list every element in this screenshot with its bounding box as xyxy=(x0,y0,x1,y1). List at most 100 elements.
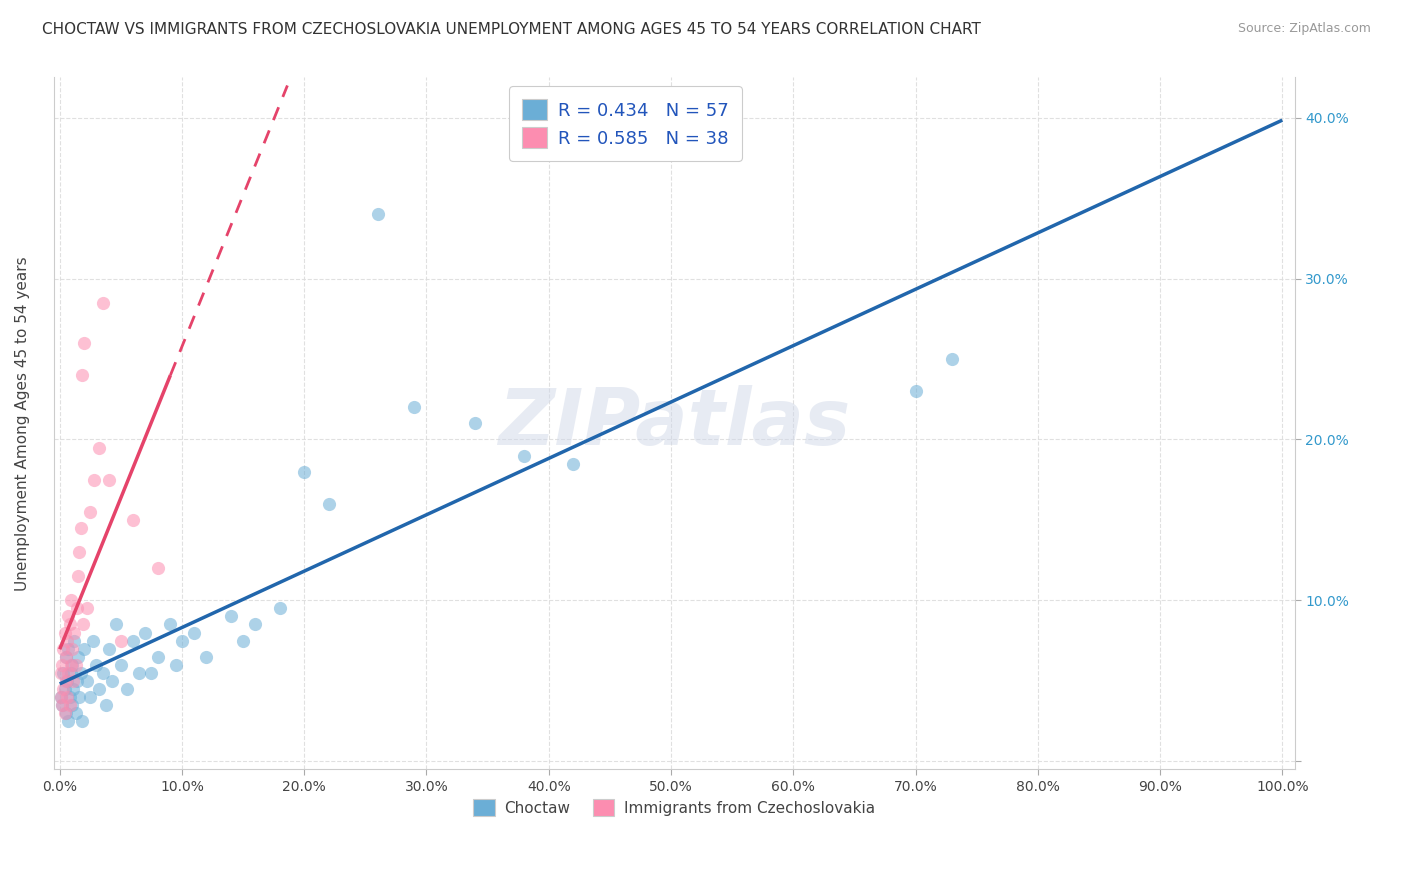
Point xyxy=(56,690,79,704)
Y-axis label: Unemployment Among Ages 45 to 54 years: Unemployment Among Ages 45 to 54 years xyxy=(15,256,30,591)
Point xyxy=(170,633,193,648)
Point xyxy=(87,441,110,455)
Point xyxy=(101,673,124,688)
Text: ZIPatlas: ZIPatlas xyxy=(498,385,851,461)
Point xyxy=(66,673,89,688)
Point xyxy=(91,295,114,310)
Point xyxy=(292,465,315,479)
Point xyxy=(53,706,76,720)
Point xyxy=(122,633,145,648)
Point xyxy=(219,609,242,624)
Point xyxy=(76,601,98,615)
Point xyxy=(91,665,114,680)
Point xyxy=(67,649,90,664)
Point xyxy=(67,569,90,583)
Point xyxy=(318,497,340,511)
Point xyxy=(110,657,132,672)
Point xyxy=(55,673,77,688)
Point xyxy=(53,625,76,640)
Point xyxy=(513,449,536,463)
Point xyxy=(146,561,169,575)
Point xyxy=(269,601,291,615)
Point xyxy=(79,690,101,704)
Point xyxy=(60,698,83,712)
Point xyxy=(65,706,87,720)
Point xyxy=(51,657,73,672)
Point xyxy=(165,657,187,672)
Point xyxy=(67,545,90,559)
Point xyxy=(146,649,169,664)
Point xyxy=(62,673,84,688)
Point xyxy=(52,665,75,680)
Point xyxy=(134,625,156,640)
Point xyxy=(63,633,86,648)
Point xyxy=(87,681,110,696)
Point xyxy=(49,690,72,704)
Point xyxy=(562,457,585,471)
Point xyxy=(128,665,150,680)
Point xyxy=(55,649,77,664)
Point xyxy=(58,617,80,632)
Point xyxy=(56,633,79,648)
Point xyxy=(58,609,80,624)
Point xyxy=(70,714,93,728)
Point xyxy=(53,681,76,696)
Point xyxy=(70,368,93,383)
Point xyxy=(76,673,98,688)
Point xyxy=(69,521,91,535)
Point xyxy=(115,681,138,696)
Text: Source: ZipAtlas.com: Source: ZipAtlas.com xyxy=(1237,22,1371,36)
Point xyxy=(49,690,72,704)
Point xyxy=(72,617,94,632)
Point xyxy=(58,665,80,680)
Point xyxy=(66,601,89,615)
Point xyxy=(86,657,108,672)
Point xyxy=(404,401,426,415)
Point xyxy=(55,649,77,664)
Point xyxy=(195,649,218,664)
Point xyxy=(58,690,80,704)
Point xyxy=(59,593,82,607)
Point xyxy=(65,657,87,672)
Point xyxy=(63,625,86,640)
Point xyxy=(60,641,83,656)
Point xyxy=(49,665,72,680)
Point xyxy=(51,698,73,712)
Point xyxy=(110,633,132,648)
Point xyxy=(104,617,127,632)
Point xyxy=(60,657,83,672)
Point xyxy=(73,335,96,350)
Point xyxy=(58,641,80,656)
Point xyxy=(59,665,82,680)
Point xyxy=(52,641,75,656)
Point xyxy=(58,698,80,712)
Point xyxy=(62,681,84,696)
Point xyxy=(97,473,120,487)
Point xyxy=(232,633,254,648)
Point xyxy=(51,698,73,712)
Point xyxy=(367,207,389,221)
Point xyxy=(56,673,79,688)
Point xyxy=(73,641,96,656)
Point xyxy=(59,657,82,672)
Point xyxy=(245,617,267,632)
Point xyxy=(58,714,80,728)
Point xyxy=(69,665,91,680)
Point xyxy=(941,351,963,366)
Point xyxy=(904,384,927,399)
Point xyxy=(83,473,105,487)
Point xyxy=(67,690,90,704)
Text: CHOCTAW VS IMMIGRANTS FROM CZECHOSLOVAKIA UNEMPLOYMENT AMONG AGES 45 TO 54 YEARS: CHOCTAW VS IMMIGRANTS FROM CZECHOSLOVAKI… xyxy=(42,22,981,37)
Point xyxy=(97,641,120,656)
Point xyxy=(96,698,118,712)
Point xyxy=(55,706,77,720)
Point xyxy=(122,513,145,527)
Point xyxy=(52,681,75,696)
Legend: Choctaw, Immigrants from Czechoslovakia: Choctaw, Immigrants from Czechoslovakia xyxy=(465,791,883,824)
Point xyxy=(79,505,101,519)
Point xyxy=(82,633,104,648)
Point xyxy=(464,417,486,431)
Point xyxy=(159,617,181,632)
Point xyxy=(183,625,205,640)
Point xyxy=(141,665,163,680)
